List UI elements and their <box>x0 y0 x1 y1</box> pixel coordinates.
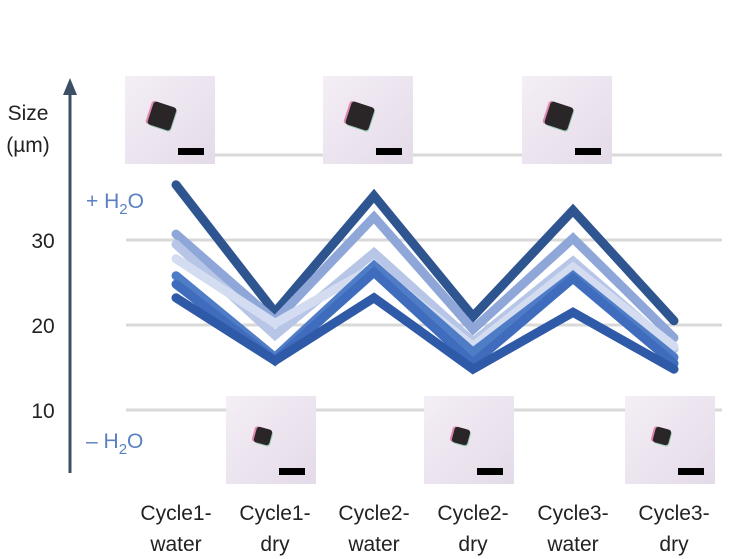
microscope-inset <box>323 76 413 164</box>
y-axis-label-line1: Size <box>8 102 49 125</box>
x-category-label-line1: Cycle3- <box>537 502 608 525</box>
plus-water-annotation: + H2O <box>86 190 144 218</box>
minus-water-annotation: – H2O <box>86 430 143 458</box>
x-category-label-line2: dry <box>260 533 290 556</box>
x-category-label-line1: Cycle1- <box>140 502 211 525</box>
scale-bar <box>178 148 204 155</box>
y-tick-labels: 10 20 30 <box>31 230 54 423</box>
particle <box>345 101 375 131</box>
scale-bar <box>678 468 704 475</box>
microscope-inset <box>522 76 612 164</box>
y-tick-30: 30 <box>31 230 54 253</box>
minus-water-sign: – H <box>86 430 119 453</box>
scale-bar <box>477 468 503 475</box>
plus-water-sub: 2 <box>119 201 127 218</box>
x-category-label-line2: water <box>546 533 598 556</box>
scale-bar <box>575 148 601 155</box>
microscope-insets <box>125 76 715 484</box>
x-category-label-line1: Cycle3- <box>638 502 709 525</box>
particle <box>147 101 177 131</box>
series-lines <box>171 180 679 375</box>
particle <box>652 426 672 446</box>
minus-water-tail: O <box>127 430 143 453</box>
x-category-label-line1: Cycle1- <box>239 502 310 525</box>
x-category-label-line2: dry <box>458 533 488 556</box>
x-category-label-line1: Cycle2- <box>437 502 508 525</box>
x-category-label-line2: water <box>149 533 201 556</box>
particle <box>253 426 273 446</box>
series-line-2 <box>171 210 679 343</box>
x-category-label-line2: dry <box>659 533 689 556</box>
y-axis-arrow <box>63 78 77 473</box>
plus-water-sign: + H <box>86 190 119 213</box>
microscope-inset <box>424 396 514 484</box>
scale-bar <box>279 468 305 475</box>
x-category-label-line2: water <box>347 533 399 556</box>
microscope-inset <box>625 396 715 484</box>
y-tick-20: 20 <box>31 315 54 338</box>
minus-water-sub: 2 <box>119 441 127 458</box>
scale-bar <box>376 148 402 155</box>
particle <box>544 101 574 131</box>
microscope-inset <box>226 396 316 484</box>
plus-water-tail: O <box>128 190 144 213</box>
y-axis-label-line2: (µm) <box>6 134 50 157</box>
particle <box>451 426 471 446</box>
x-category-label-line1: Cycle2- <box>338 502 409 525</box>
y-tick-10: 10 <box>31 400 54 423</box>
microscope-inset <box>125 76 215 164</box>
series-line-7 <box>171 292 679 375</box>
x-category-labels: Cycle1- water Cycle1- dry Cycle2- water Cycle2… <box>140 502 709 556</box>
series-line-1 <box>171 180 679 326</box>
